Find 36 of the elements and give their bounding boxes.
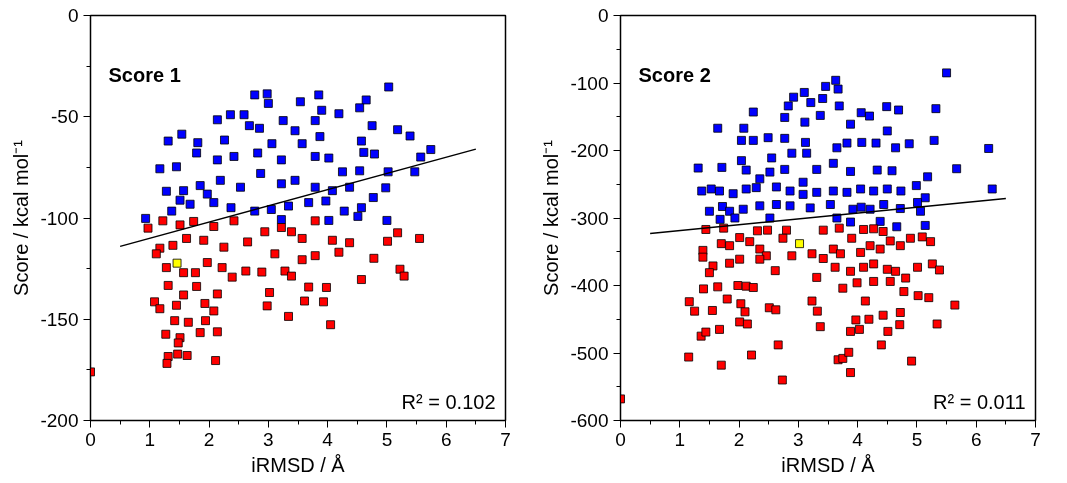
y-tick-label: -50 (51, 106, 79, 128)
x-axis-title: iRMSD / Å (251, 453, 346, 476)
x-tick-label: 3 (793, 428, 804, 450)
y-tick-label: -150 (40, 308, 79, 330)
x-tick-label: 1 (674, 428, 686, 450)
x-tick-label: 4 (852, 428, 864, 450)
y-tick-label: -300 (570, 207, 609, 229)
x-tick-label: 2 (203, 428, 215, 450)
x-tick-label: 7 (1030, 428, 1041, 450)
y-tick-label: -200 (570, 140, 609, 161)
x-axis-title: iRMSD / Å (781, 453, 876, 476)
y-tick-label: -100 (40, 207, 79, 229)
x-tick-label: 1 (144, 428, 156, 450)
y-tick-label: 0 (597, 5, 609, 26)
y-axis-title: Score / kcal mol⁻¹ (10, 139, 33, 296)
x-tick-label: 5 (381, 428, 393, 450)
text: Score 1 (108, 63, 181, 86)
y-tick-label: -200 (40, 410, 79, 431)
y-tick-label: -600 (570, 410, 609, 431)
text: Score 2 (638, 63, 711, 86)
x-tick-label: 0 (85, 428, 96, 450)
y-tick-label: -500 (570, 342, 609, 364)
y-axis-title: Score / kcal mol⁻¹ (540, 139, 563, 296)
x-tick-label: 6 (440, 428, 452, 450)
y-tick-label: 0 (67, 5, 79, 26)
x-tick-label: 4 (322, 428, 334, 450)
annotation: R² = 0.011 (933, 390, 1026, 413)
x-tick-label: 5 (911, 428, 923, 450)
x-tick-label: 7 (500, 428, 511, 450)
x-tick-label: 2 (733, 428, 745, 450)
x-tick-label: 0 (615, 428, 626, 450)
y-tick-label: -400 (570, 275, 609, 296)
annotation: R² = 0.102 (401, 390, 496, 413)
x-tick-label: 6 (970, 428, 982, 450)
x-tick-label: 3 (263, 428, 274, 450)
y-tick-label: -100 (570, 72, 609, 94)
